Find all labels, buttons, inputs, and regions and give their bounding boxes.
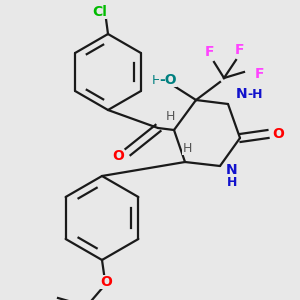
Text: N: N [226,163,238,177]
Text: H: H [182,142,192,154]
Text: F: F [235,43,245,57]
Text: Cl: Cl [93,5,107,19]
Text: O: O [100,275,112,289]
Text: -H: -H [247,88,263,100]
Text: -O: -O [159,73,177,87]
Text: N: N [236,87,248,101]
Text: O: O [272,127,284,141]
Text: H: H [165,110,175,122]
Text: H: H [227,176,237,188]
Text: F: F [205,45,215,59]
Text: O: O [112,149,124,163]
Text: F: F [255,67,265,81]
Text: H: H [151,74,161,86]
